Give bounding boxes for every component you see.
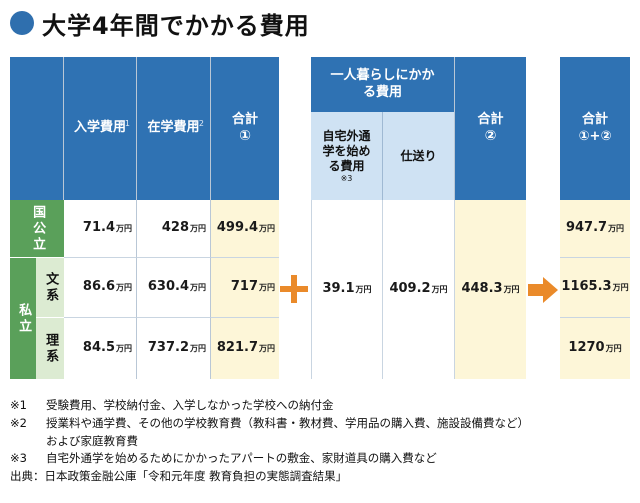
- title-bullet-icon: [10, 11, 34, 35]
- grand-total-national: 947.7 万円: [560, 200, 630, 258]
- total3-header: 合計 ①+②: [560, 57, 630, 200]
- grand-total-table: 合計 ①+② 947.7 万円 1165.3 万円 1270 万円: [560, 57, 630, 379]
- humanities-admission: 86.6 万円: [64, 258, 137, 318]
- arrow-right-icon: [528, 277, 558, 303]
- private-label: 私立: [10, 258, 36, 379]
- national-tuition: 428 万円: [137, 200, 211, 258]
- allowance-header: 仕送り: [383, 112, 455, 200]
- living-cost-table: 一人暮らしにかかる費用 自宅外通学を始める費用 ※3 仕送り 合計 ② 39.1…: [311, 57, 526, 379]
- total2-value: 448.3 万円: [455, 200, 526, 379]
- science-admission: 84.5 万円: [64, 318, 137, 379]
- plus-icon: [280, 275, 308, 303]
- admission-note-mark: ※1: [118, 119, 130, 128]
- home-commute-header: 自宅外通学を始める費用 ※3: [311, 112, 383, 200]
- national-admission: 71.4 万円: [64, 200, 137, 258]
- grand-total-science: 1270 万円: [560, 318, 630, 379]
- corner-header: [10, 57, 64, 200]
- total1-header-label: 合計: [231, 111, 258, 127]
- total1-header-num: ①: [239, 127, 251, 144]
- admission-header: 入学費用 ※1: [64, 57, 137, 200]
- science-tuition: 737.2 万円: [137, 318, 211, 379]
- national-total: 499.4 万円: [211, 200, 279, 258]
- footnotes: ※1 受験費用、学校納付金、入学しなかった学校への納付金 ※2 授業料や通学費、…: [10, 397, 635, 486]
- tuition-table: 入学費用 ※1 在学費用 ※2 合計 ① 国公立 71.4 万円 428 万円 49…: [10, 57, 279, 379]
- total2-header: 合計 ②: [455, 57, 526, 200]
- footnote-2: ※2 授業料や通学費、その他の学校教育費（教科書・教材費、学用品の購入費、施設設…: [10, 415, 529, 430]
- science-total: 821.7 万円: [211, 318, 279, 379]
- national-label: 国公立: [10, 200, 64, 258]
- footnote-1: ※1 受験費用、学校納付金、入学しなかった学校への納付金: [10, 398, 334, 412]
- total1-header: 合計 ①: [211, 57, 279, 200]
- title-area: 大学4年間でかかる費用: [10, 6, 310, 40]
- admission-header-label: 入学費用: [73, 120, 126, 136]
- footnote-2-cont: および家庭教育費: [46, 433, 138, 448]
- humanities-total: 717 万円: [211, 258, 279, 318]
- home-commute-value: 39.1 万円: [311, 200, 383, 379]
- source-line: 出典：日本政策金融公庫「令和元年度 教育負担の実態調査結果」: [10, 469, 348, 484]
- humanities-label: 文系: [36, 258, 64, 318]
- tuition-note-mark: ※2: [192, 119, 204, 128]
- living-group-header: 一人暮らしにかかる費用: [311, 57, 455, 112]
- tuition-header-label: 在学費用: [147, 120, 200, 136]
- footnote-3: ※3 自宅外通学を始めるためにかかったアパートの敷金、家財道具の購入費など: [10, 451, 437, 466]
- tuition-header: 在学費用 ※2: [137, 57, 211, 200]
- humanities-tuition: 630.4 万円: [137, 258, 211, 318]
- page-title: 大学4年間でかかる費用: [42, 11, 310, 40]
- allowance-value: 409.2 万円: [383, 200, 455, 379]
- grand-total-humanities: 1165.3 万円: [560, 258, 630, 318]
- science-label: 理系: [36, 318, 64, 379]
